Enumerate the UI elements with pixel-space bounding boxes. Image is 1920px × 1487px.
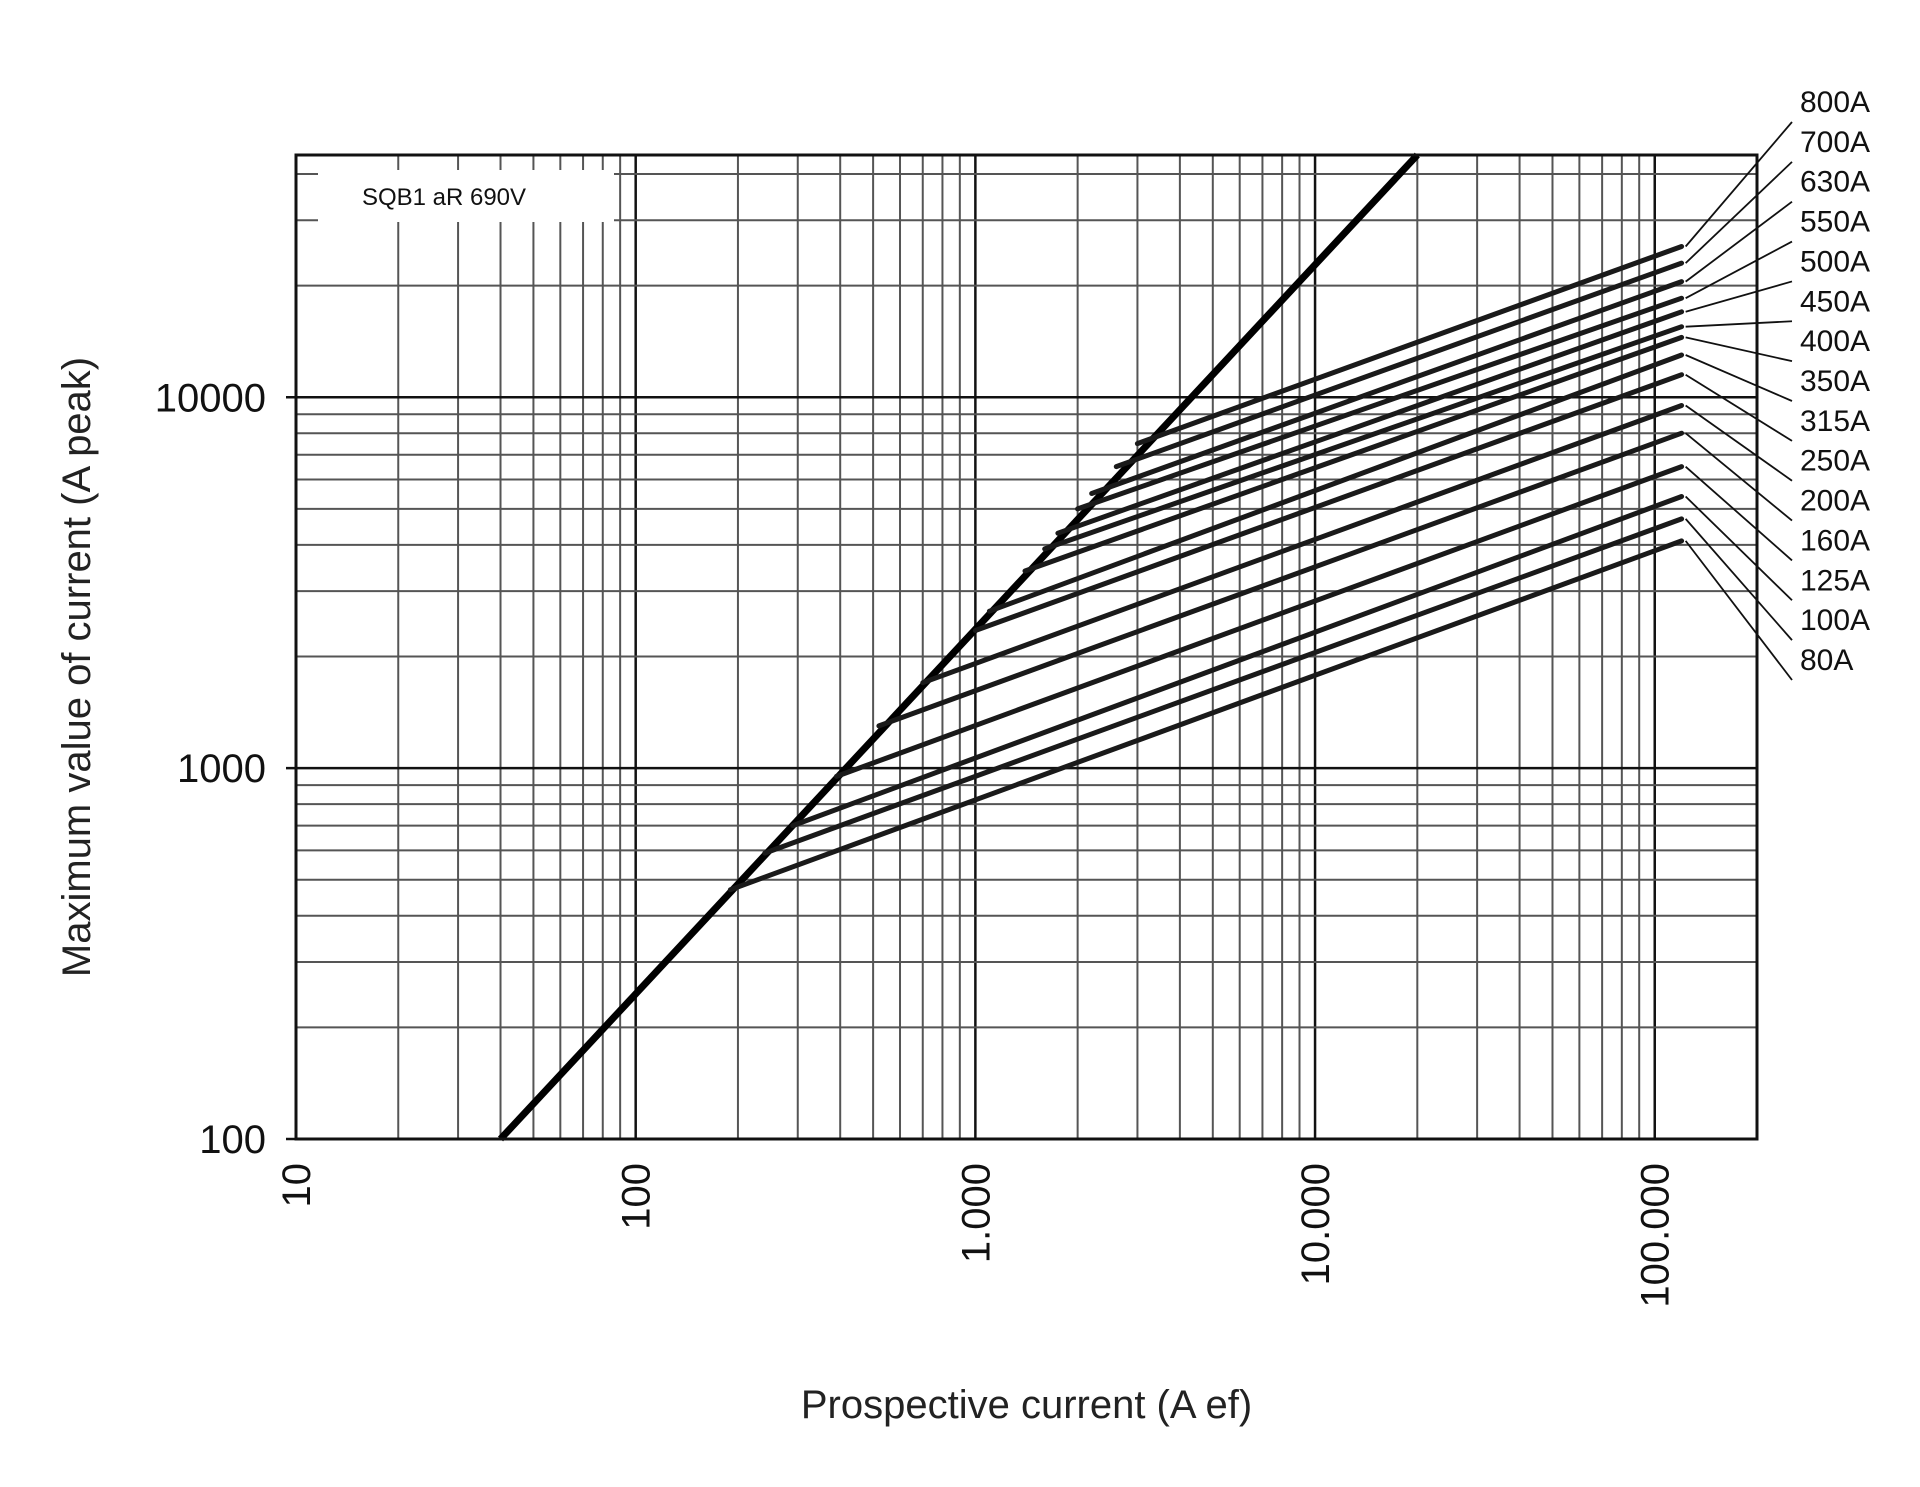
series-label-800A: 800A <box>1800 86 1870 119</box>
series-label-315A: 315A <box>1800 405 1870 438</box>
leader-line-160A <box>1685 465 1793 562</box>
series-line-315A <box>972 372 1685 633</box>
series-line-125A <box>790 494 1685 829</box>
x-axis-title: Prospective current (A ef) <box>801 1383 1252 1427</box>
annotation-group: SQB1 aR 690V <box>318 170 614 222</box>
plot-border <box>294 153 1759 1141</box>
series-line-250A <box>920 403 1685 686</box>
series-line-450A <box>1042 324 1685 552</box>
series-line-700A <box>1113 260 1685 470</box>
series-group <box>727 244 1685 893</box>
leader-line-250A <box>1685 404 1793 482</box>
envelope-line <box>497 152 1420 1142</box>
leader-line-200A <box>1685 432 1793 522</box>
x-tick-labels: 10 100 1.000 10.000 100.000 <box>275 1163 1678 1308</box>
x-tick-label: 1.000 <box>954 1163 998 1263</box>
leader-line-700A <box>1685 161 1793 264</box>
series-line-200A <box>876 430 1685 729</box>
annotation-box <box>318 170 614 222</box>
series-label-550A: 550A <box>1800 206 1870 239</box>
series-label-250A: 250A <box>1800 445 1870 478</box>
series-line-350A <box>986 352 1685 614</box>
series-label-125A: 125A <box>1800 564 1870 597</box>
leader-line-350A <box>1685 354 1793 402</box>
x-tick-label: 10 <box>275 1163 319 1208</box>
annotation-text: SQB1 aR 690V <box>362 184 526 211</box>
y-tick-label: 1000 <box>177 747 266 791</box>
y-tick-label: 100 <box>199 1118 266 1162</box>
leader-line-125A <box>1685 495 1793 601</box>
x-tick-label: 100.000 <box>1634 1163 1678 1308</box>
x-tick-label: 10.000 <box>1294 1163 1338 1285</box>
leader-line-800A <box>1684 121 1793 248</box>
series-line-400A <box>1022 334 1685 574</box>
y-axis-title: Maximum value of current (A peak) <box>55 357 99 977</box>
series-label-100A: 100A <box>1800 604 1870 637</box>
series-labels: 800A 700A 630A 550A 500A 450A 400A 350A 315A 250A… <box>1684 86 1870 681</box>
series-line-630A <box>1089 279 1685 496</box>
series-line-100A <box>762 516 1685 856</box>
leader-line-550A <box>1685 240 1793 299</box>
leader-line-80A <box>1684 540 1793 681</box>
series-label-700A: 700A <box>1800 126 1870 159</box>
series-line-500A <box>1055 309 1685 536</box>
leader-line-100A <box>1684 518 1793 641</box>
leader-line-500A <box>1685 280 1793 313</box>
series-label-160A: 160A <box>1800 524 1870 557</box>
leader-line-315A <box>1685 373 1793 442</box>
series-label-450A: 450A <box>1800 285 1870 318</box>
leader-line-400A <box>1685 336 1793 363</box>
series-label-630A: 630A <box>1800 166 1870 199</box>
series-label-200A: 200A <box>1800 485 1870 518</box>
series-line-550A <box>1075 295 1685 512</box>
leader-line-630A <box>1685 200 1793 283</box>
series-label-400A: 400A <box>1800 325 1870 358</box>
y-tick-label: 10000 <box>155 376 266 420</box>
leader-line-450A <box>1685 320 1793 328</box>
plot-frame <box>294 153 1759 1141</box>
series-line-160A <box>834 464 1685 779</box>
series-label-350A: 350A <box>1800 365 1870 398</box>
series-line-800A <box>1134 244 1685 447</box>
grid <box>296 155 1758 1139</box>
series-line-80A <box>727 538 1685 893</box>
series-label-80A: 80A <box>1800 644 1853 677</box>
envelope <box>497 152 1420 1142</box>
y-tick-labels: 100 1000 10000 <box>155 376 296 1162</box>
x-tick-label: 100 <box>615 1163 659 1230</box>
series-label-500A: 500A <box>1800 245 1870 278</box>
